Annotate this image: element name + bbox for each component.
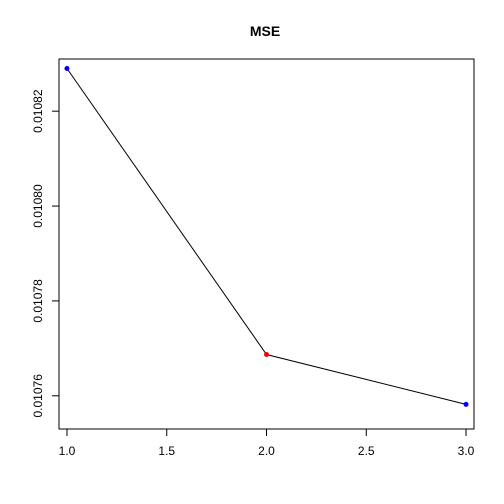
y-tick-label: 0.01082 [31,89,45,133]
x-tick-label: 1.0 [59,444,76,458]
y-axis: 0.01076 0.01078 0.01080 0.01082 [31,89,60,418]
x-tick-label: 2.5 [358,444,375,458]
data-point [64,65,70,71]
data-point [463,401,469,407]
y-tick-label: 0.01078 [31,279,45,323]
y-tick-label: 0.01080 [31,184,45,228]
series-layer [64,65,469,407]
x-tick-label: 3.0 [458,444,475,458]
x-tick-label: 1.5 [158,444,175,458]
x-axis: 1.0 1.5 2.0 2.5 3.0 [59,428,475,458]
chart-title: MSE [250,23,280,39]
y-tick-label: 0.01076 [31,374,45,418]
data-point [264,352,269,358]
x-tick-label: 2.0 [258,444,275,458]
